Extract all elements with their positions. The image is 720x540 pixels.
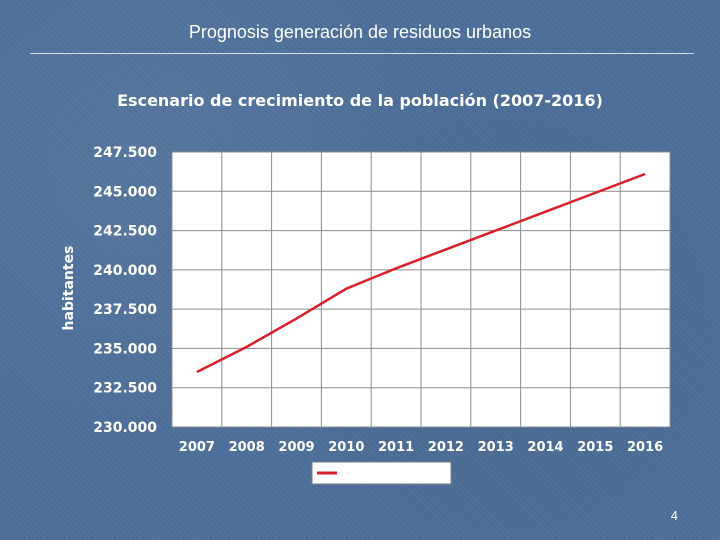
y-axis-ticks: 230.000 232.500 235.000 237.500 240.000 242.5… bbox=[93, 145, 157, 436]
x-tick-label-2012: 2012 bbox=[428, 440, 464, 455]
x-tick-label-2009: 2009 bbox=[278, 440, 314, 455]
x-tick-label-2014: 2014 bbox=[527, 440, 563, 455]
series-group bbox=[196, 172, 646, 374]
legend-label-vitoria-gasteiz: Vitoria-Gasteiz bbox=[340, 467, 440, 481]
x-axis-ticks: 2007 2008 2009 2010 2011 2012 2013 2014 2015 2016 bbox=[179, 440, 663, 455]
x-tick-label-2015: 2015 bbox=[577, 440, 613, 455]
title-divider bbox=[30, 53, 694, 54]
y-tick-label-1: 232.500 bbox=[93, 381, 157, 397]
y-tick-label-7: 247.500 bbox=[93, 145, 157, 161]
x-tick-label-2007: 2007 bbox=[179, 440, 215, 455]
chart-title: Escenario de crecimiento de la población… bbox=[117, 91, 603, 110]
y-tick-label-3: 237.500 bbox=[93, 302, 157, 318]
grid-lines bbox=[171, 151, 671, 428]
y-tick-label-0: 230.000 bbox=[93, 420, 157, 436]
y-tick-label-5: 242.500 bbox=[93, 224, 157, 240]
page-number: 4 bbox=[670, 508, 678, 523]
x-tick-label-2011: 2011 bbox=[378, 440, 414, 455]
legend-box bbox=[311, 461, 452, 485]
x-tick-label-2013: 2013 bbox=[478, 440, 514, 455]
x-tick-label-2016: 2016 bbox=[627, 440, 663, 455]
y-tick-label-2: 235.000 bbox=[93, 341, 157, 357]
x-tick-label-2010: 2010 bbox=[328, 440, 364, 455]
series-line-vitoria-gasteiz bbox=[196, 172, 646, 374]
y-tick-label-4: 240.000 bbox=[93, 263, 157, 279]
x-tick-label-2008: 2008 bbox=[229, 440, 265, 455]
y-tick-label-6: 245.000 bbox=[93, 184, 157, 200]
y-axis-label: habitantes bbox=[61, 246, 77, 331]
slide-title: Prognosis generación de residuos urbanos bbox=[188, 22, 532, 42]
legend: Vitoria-Gasteiz bbox=[311, 461, 452, 485]
